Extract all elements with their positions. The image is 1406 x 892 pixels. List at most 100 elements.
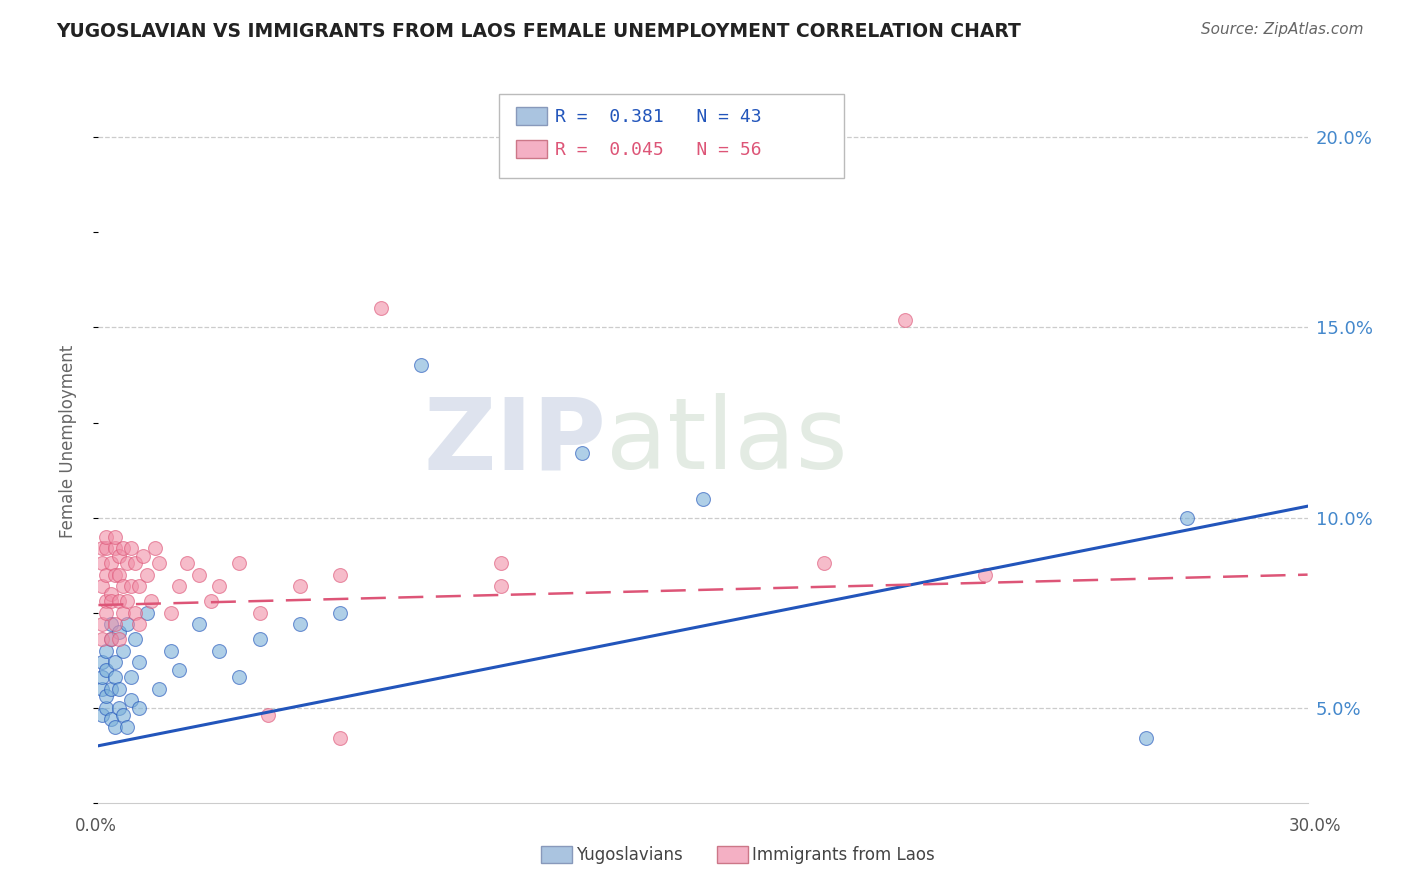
Point: [409, 359, 432, 373]
Point: [249, 606, 271, 620]
Point: [91, 632, 114, 647]
Point: [128, 579, 150, 593]
Point: [91, 655, 114, 669]
Point: [120, 670, 142, 684]
Point: [91, 556, 114, 570]
Point: [135, 567, 157, 582]
Point: [491, 579, 513, 593]
Point: [103, 541, 125, 555]
Text: 30.0%: 30.0%: [1288, 817, 1341, 835]
Point: [100, 556, 122, 570]
Point: [228, 670, 250, 684]
Point: [107, 549, 129, 563]
Point: [132, 549, 155, 563]
Text: Source: ZipAtlas.com: Source: ZipAtlas.com: [1201, 22, 1364, 37]
Text: ZIP: ZIP: [423, 393, 606, 490]
Point: [200, 594, 222, 608]
Point: [491, 556, 513, 570]
Point: [96, 530, 118, 544]
Point: [96, 663, 118, 677]
Point: [128, 617, 150, 632]
Point: [100, 712, 122, 726]
Point: [111, 708, 134, 723]
Point: [115, 617, 138, 632]
Point: [329, 567, 352, 582]
Point: [167, 579, 190, 593]
Point: [188, 617, 211, 632]
Point: [91, 708, 114, 723]
Point: [124, 606, 146, 620]
Point: [111, 606, 134, 620]
Text: R =  0.381   N = 43: R = 0.381 N = 43: [555, 108, 762, 126]
Point: [91, 541, 114, 555]
Point: [288, 579, 311, 593]
Text: atlas: atlas: [606, 393, 848, 490]
Point: [249, 632, 271, 647]
Text: Yugoslavians: Yugoslavians: [576, 846, 683, 863]
Point: [107, 594, 129, 608]
Point: [188, 567, 211, 582]
Point: [111, 643, 134, 657]
Point: [370, 301, 392, 316]
Point: [96, 643, 118, 657]
Point: [256, 708, 278, 723]
Point: [329, 731, 352, 746]
Point: [103, 670, 125, 684]
Point: [160, 643, 183, 657]
Point: [111, 579, 134, 593]
Point: [288, 617, 311, 632]
Point: [124, 632, 146, 647]
Point: [96, 541, 118, 555]
Point: [167, 663, 190, 677]
Point: [103, 720, 125, 734]
Text: Immigrants from Laos: Immigrants from Laos: [752, 846, 935, 863]
Point: [91, 681, 114, 696]
Point: [124, 556, 146, 570]
Point: [1135, 731, 1157, 746]
Point: [329, 606, 352, 620]
Point: [120, 579, 142, 593]
Point: [96, 594, 118, 608]
Point: [107, 700, 129, 714]
Point: [107, 681, 129, 696]
Text: R =  0.045   N = 56: R = 0.045 N = 56: [555, 141, 762, 159]
Point: [91, 670, 114, 684]
Point: [96, 567, 118, 582]
Point: [143, 541, 166, 555]
Point: [148, 681, 170, 696]
Point: [160, 606, 183, 620]
Point: [107, 567, 129, 582]
Point: [91, 617, 114, 632]
Point: [107, 624, 129, 639]
Text: YUGOSLAVIAN VS IMMIGRANTS FROM LAOS FEMALE UNEMPLOYMENT CORRELATION CHART: YUGOSLAVIAN VS IMMIGRANTS FROM LAOS FEMA…: [56, 22, 1021, 41]
Point: [115, 720, 138, 734]
Point: [103, 567, 125, 582]
Point: [228, 556, 250, 570]
Text: 0.0%: 0.0%: [75, 817, 117, 835]
Point: [100, 681, 122, 696]
Point: [974, 567, 997, 582]
Point: [128, 700, 150, 714]
Point: [128, 655, 150, 669]
Point: [107, 632, 129, 647]
Point: [711, 149, 734, 163]
Point: [692, 491, 714, 506]
Point: [96, 690, 118, 704]
Point: [135, 606, 157, 620]
Point: [103, 617, 125, 632]
Point: [148, 556, 170, 570]
Point: [100, 632, 122, 647]
Point: [91, 579, 114, 593]
Point: [1175, 510, 1198, 524]
Point: [96, 700, 118, 714]
Point: [111, 541, 134, 555]
Point: [139, 594, 162, 608]
Point: [100, 617, 122, 632]
Point: [100, 632, 122, 647]
Y-axis label: Female Unemployment: Female Unemployment: [59, 345, 77, 538]
Point: [115, 594, 138, 608]
Point: [571, 446, 593, 460]
Point: [208, 643, 231, 657]
Point: [120, 541, 142, 555]
Point: [103, 655, 125, 669]
